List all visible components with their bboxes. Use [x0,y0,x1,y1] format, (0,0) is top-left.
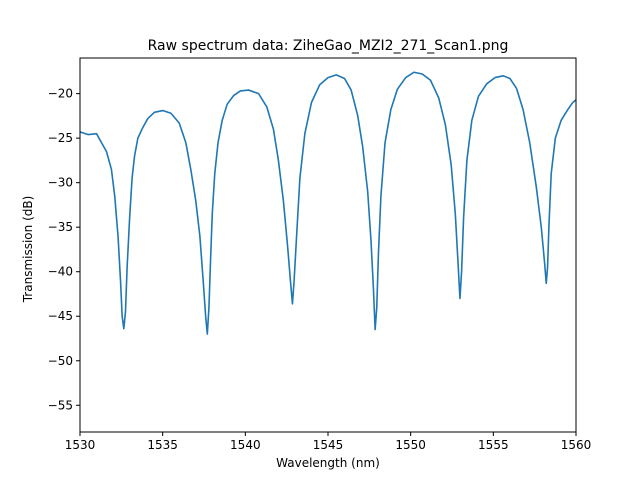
x-axis: 1530 1535 1540 1545 1550 1555 1560 [65,432,592,452]
y-tick-label: −35 [48,220,73,234]
x-tick-label: 1550 [395,438,426,452]
x-tick-label: 1540 [230,438,261,452]
y-tick-label: −40 [48,265,73,279]
plot-area [79,57,577,433]
plot-frame [79,57,577,433]
x-tick-label: 1555 [478,438,509,452]
y-tick-label: −20 [48,87,73,101]
x-tick-label: 1560 [561,438,592,452]
x-tick-label: 1535 [147,438,178,452]
y-tick-label: −50 [48,354,73,368]
x-axis-label: Wavelength (nm) [276,456,380,470]
y-axis-label: Transmission (dB) [21,196,35,304]
y-tick-label: −45 [48,309,73,323]
x-tick-label: 1530 [65,438,96,452]
y-tick-label: −25 [48,131,73,145]
y-tick-label: −30 [48,176,73,190]
series-line-0 [80,71,576,335]
y-axis: −55 −50 −45 −40 −35 −30 −25 −20 [48,87,80,412]
y-tick-label: −55 [48,398,73,412]
chart-title: Raw spectrum data: ZiheGao_MZI2_271_Scan… [148,38,509,54]
x-tick-label: 1545 [313,438,344,452]
